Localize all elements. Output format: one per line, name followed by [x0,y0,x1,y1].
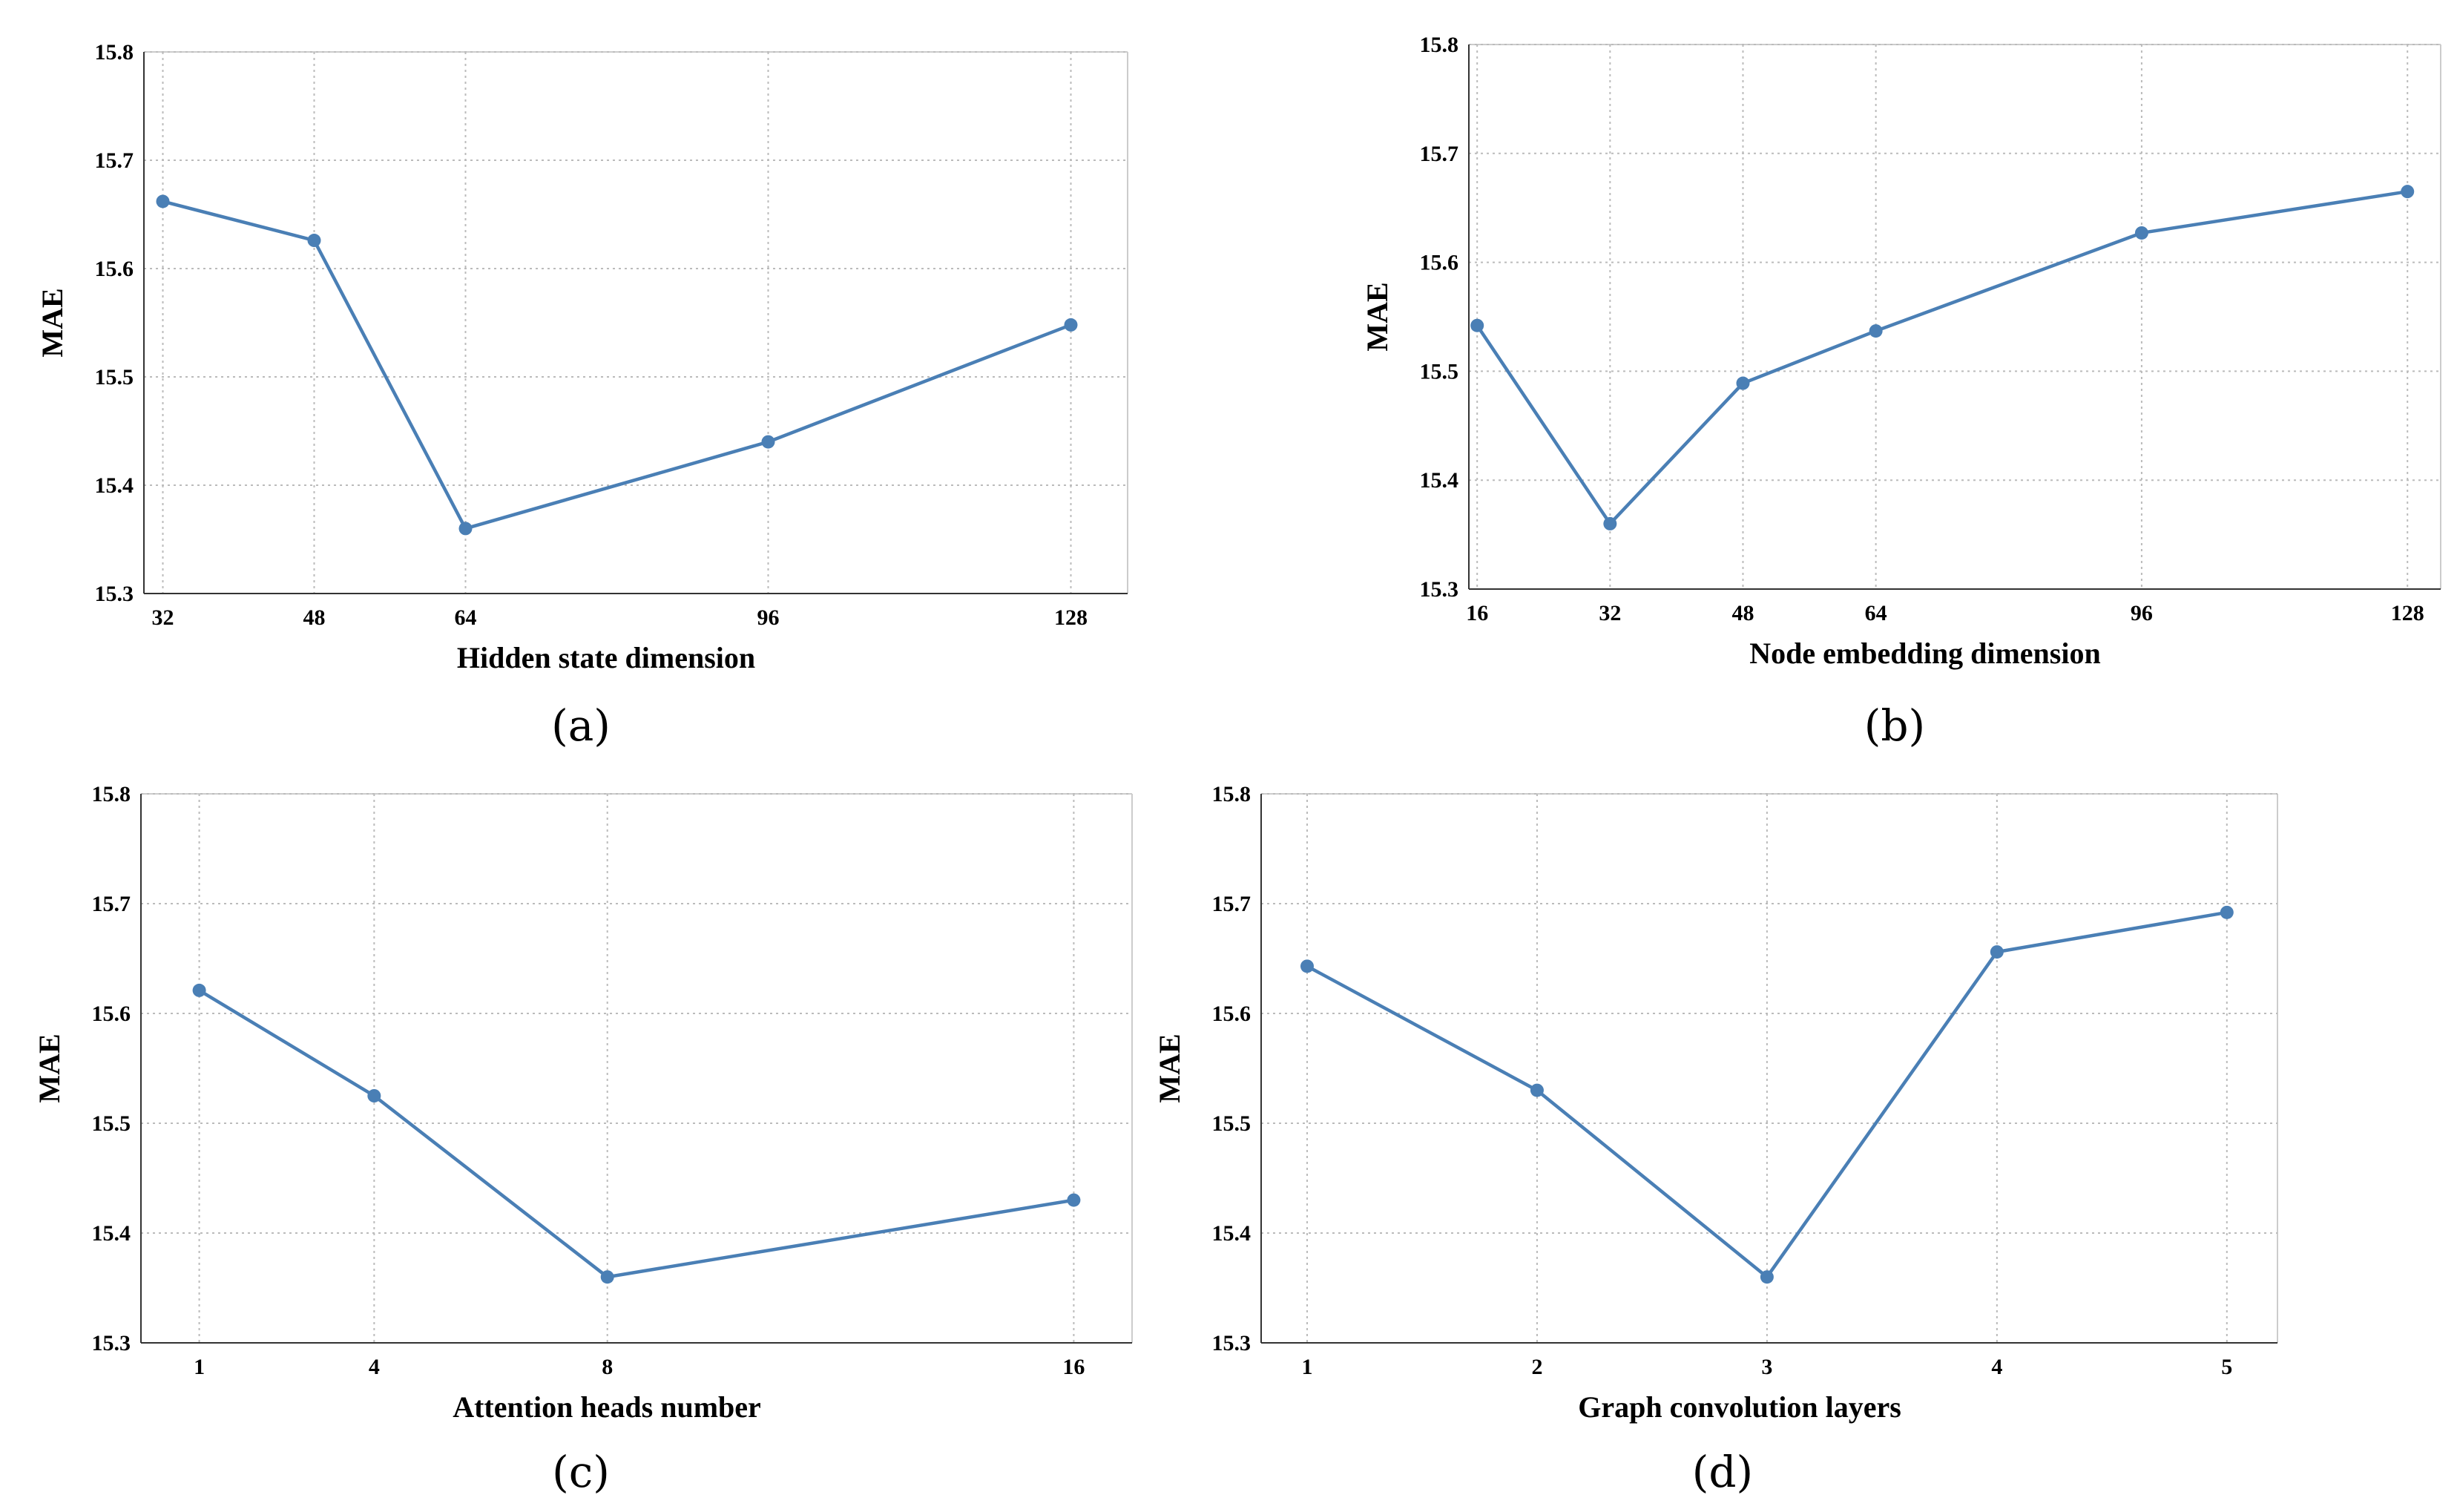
data-point [1067,1193,1081,1207]
data-point [192,983,206,997]
y-tick-label: 15.6 [92,1002,131,1026]
y-tick-label: 15.3 [1212,1331,1251,1355]
x-tick-label: 96 [2131,601,2153,625]
x-tick-label: 4 [369,1355,380,1379]
y-tick-label: 15.4 [95,473,134,498]
x-tick-label: 5 [2221,1355,2232,1379]
y-tick-label: 15.5 [1420,359,1459,384]
chart-panel-d: 15.3 15.4 15.5 15.6 15.7 15.8 1 2 3 4 5 Graph convo… [1153,782,2278,1424]
x-tick-label: 16 [1062,1355,1085,1379]
data-point [1869,324,1883,338]
x-tick-label: 3 [1761,1355,1772,1379]
x-axis-title: Node embedding dimension [1749,637,2100,670]
data-point [1470,318,1484,332]
data-point [1300,959,1314,973]
x-tick-label: 1 [1301,1355,1312,1379]
y-tick-label: 15.6 [1420,251,1459,275]
y-axis-title: MAE [33,1033,66,1102]
y-tick-label: 15.8 [92,782,131,806]
y-tick-label: 15.4 [92,1221,131,1246]
x-tick-label: 48 [303,605,326,630]
x-tick-label: 128 [1054,605,1088,630]
y-tick-label: 15.3 [1420,577,1459,602]
x-axis-title: Attention heads number [453,1390,761,1424]
x-tick-label: 32 [1599,601,1621,625]
data-point [1064,318,1078,332]
data-point [1530,1083,1544,1097]
chart-panel-b: 15.3 15.4 15.5 15.6 15.7 15.8 16 32 48 64 96 128 Nod… [1361,33,2441,670]
data-point [2220,905,2234,919]
panel-caption-a: (a) [551,700,611,751]
y-axis-title: MAE [36,288,69,357]
data-point [1603,516,1617,530]
data-point [761,435,775,449]
data-point [600,1270,614,1284]
y-tick-label: 15.7 [1212,892,1251,916]
data-point [2401,185,2415,199]
y-axis-title: MAE [1153,1033,1186,1102]
y-tick-label: 15.7 [95,148,134,173]
chart-panel-a: 15.3 15.4 15.5 15.6 15.7 15.8 32 48 64 96 128 Hidde… [36,40,1128,674]
y-tick-label: 15.3 [92,1331,131,1355]
data-point [156,194,170,208]
x-tick-label: 32 [152,605,174,630]
y-tick-label: 15.5 [92,1111,131,1136]
x-tick-label: 8 [602,1355,613,1379]
series-line [1476,189,2408,527]
x-axis-title: Graph convolution layers [1578,1390,1901,1424]
series-line [162,200,1072,531]
x-tick-label: 64 [1865,601,1887,625]
data-point [458,522,473,536]
y-tick-label: 15.5 [95,365,134,389]
chart-panel-c: 15.3 15.4 15.5 15.6 15.7 15.8 1 4 8 16 Attention h… [33,782,1133,1424]
x-tick-label: 2 [1531,1355,1542,1379]
x-tick-label: 4 [1991,1355,2002,1379]
data-point [307,234,321,248]
y-tick-label: 15.8 [1212,782,1251,806]
y-tick-label: 15.5 [1212,1111,1251,1136]
panel-caption-c: (c) [552,1447,610,1497]
x-tick-label: 48 [1731,601,1754,625]
y-tick-label: 15.3 [95,582,134,606]
x-tick-label: 128 [2391,601,2424,625]
data-point [1760,1270,1774,1284]
y-tick-label: 15.6 [1212,1002,1251,1026]
y-tick-label: 15.4 [1420,468,1459,493]
y-tick-label: 15.8 [95,40,134,65]
data-point [1736,376,1750,390]
data-point [2134,226,2148,240]
x-tick-label: 96 [757,605,780,630]
data-point [1990,945,2004,959]
series-line [198,988,1074,1279]
y-axis-title: MAE [1361,282,1394,351]
data-point [367,1089,381,1102]
y-tick-label: 15.7 [92,892,131,916]
panel-caption-b: (b) [1864,700,1926,751]
x-tick-label: 1 [194,1355,205,1379]
y-tick-label: 15.6 [95,257,134,281]
y-tick-label: 15.4 [1212,1221,1251,1246]
x-axis-title: Hidden state dimension [457,641,755,674]
y-tick-label: 15.8 [1420,33,1459,57]
panel-caption-d: (d) [1691,1447,1754,1497]
y-tick-label: 15.7 [1420,142,1459,166]
x-tick-label: 64 [455,605,477,630]
x-tick-label: 16 [1466,601,1488,625]
